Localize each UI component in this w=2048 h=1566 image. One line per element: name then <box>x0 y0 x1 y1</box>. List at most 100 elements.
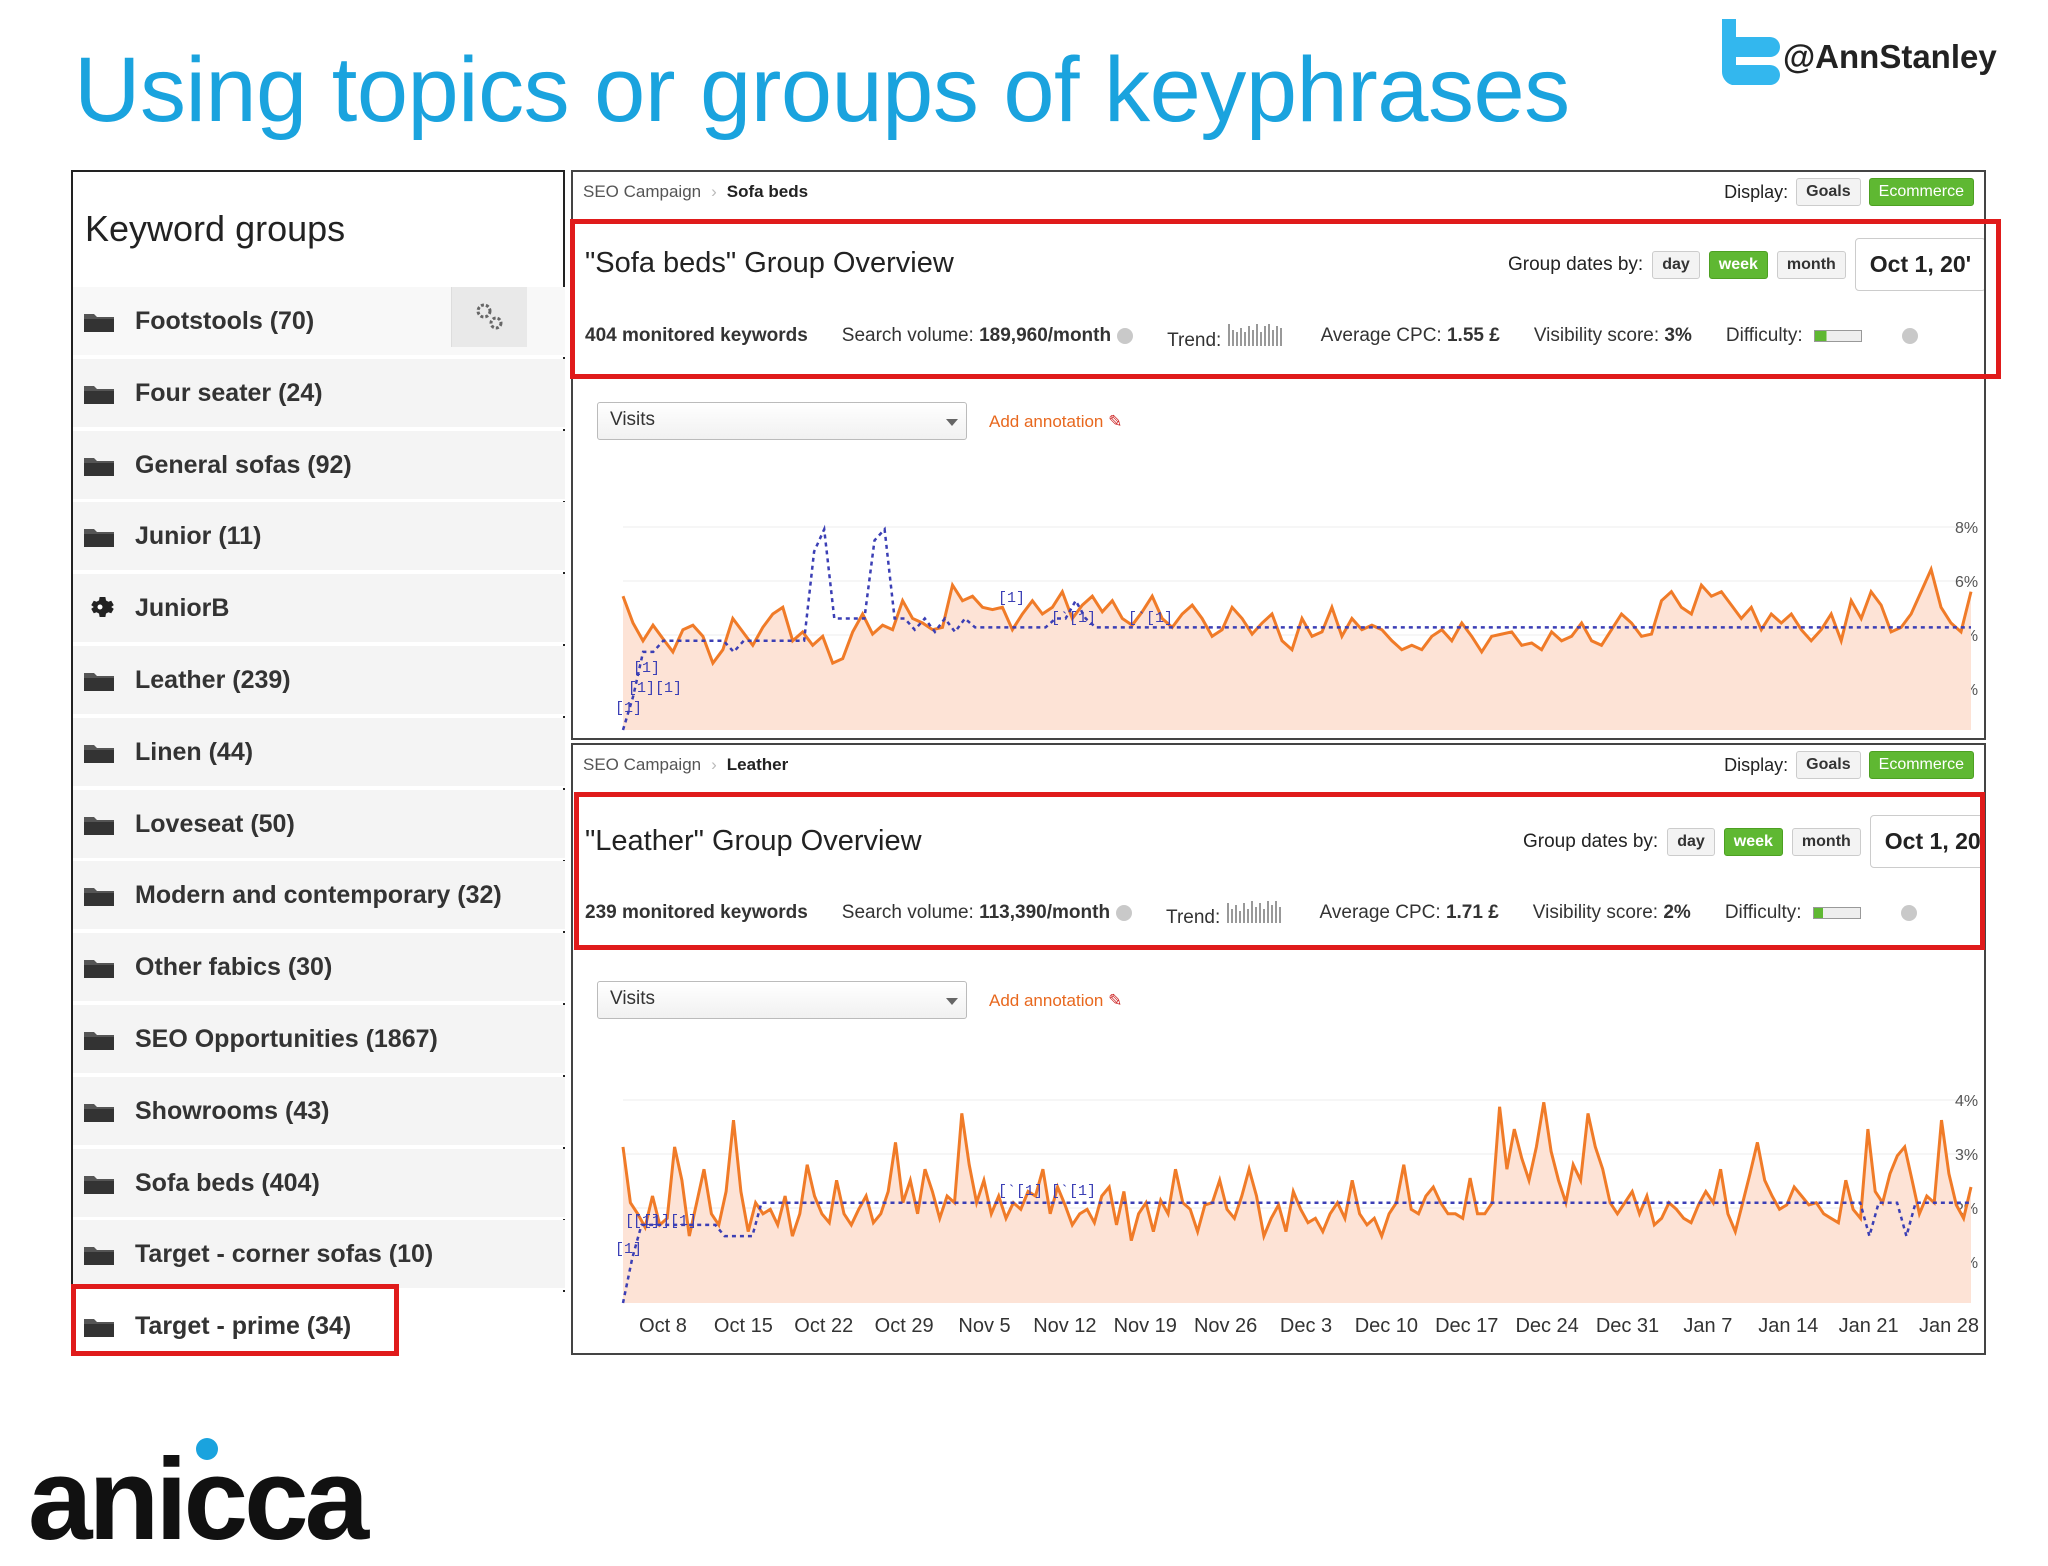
chart-annotation-marker[interactable]: [`[1] <box>1051 1183 1096 1200</box>
x-tick-label: Dec 10 <box>1354 1315 1419 1337</box>
info-icon[interactable] <box>1116 904 1133 921</box>
keyword-group-item[interactable]: Four seater (24) <box>73 358 565 429</box>
keyword-group-label: Sofa beds (404) <box>135 1168 320 1197</box>
add-annotation-link[interactable]: Add annotation ✎ <box>989 991 1122 1011</box>
keyword-group-item[interactable]: Junior (11) <box>73 502 565 573</box>
breadcrumb-group: Sofa beds <box>726 182 809 201</box>
gears-icon <box>476 303 503 330</box>
chart-annotation-marker[interactable]: [1] <box>633 1213 660 1230</box>
metric-select[interactable]: Visits <box>597 402 967 440</box>
chart-annotation-marker[interactable]: [1] <box>615 1241 642 1258</box>
keyword-group-item[interactable]: Showrooms (43) <box>73 1076 565 1147</box>
chart-annotation-marker[interactable]: [`[1][1] <box>625 1213 697 1230</box>
chart-annotation-marker[interactable]: [1][1] <box>628 680 682 697</box>
keyword-group-item[interactable]: Target - corner sofas (10) <box>73 1220 565 1291</box>
breadcrumb-campaign[interactable]: SEO Campaign <box>583 182 702 201</box>
week-button[interactable]: week <box>1723 827 1783 856</box>
keyword-group-item[interactable]: Other fabics (30) <box>73 933 565 1004</box>
keyword-group-label: Four seater (24) <box>135 378 323 407</box>
search-volume: 113,390/month <box>979 902 1111 923</box>
keyword-group-label: Footstools (70) <box>135 307 315 335</box>
month-button[interactable]: month <box>1791 827 1861 856</box>
group-dates-label: Group dates by: <box>1523 830 1659 852</box>
visibility-score: 3% <box>1664 325 1692 346</box>
info-icon[interactable] <box>1901 327 1918 344</box>
chevron-down-icon <box>946 419 958 426</box>
chart-annotation-marker[interactable]: [1] <box>615 700 642 717</box>
difficulty-label: Difficulty: <box>1725 325 1803 346</box>
month-button[interactable]: month <box>1776 250 1846 279</box>
date-picker[interactable]: Oct 1, 20 <box>1869 815 1984 868</box>
y-tick-label: 8% <box>1955 520 1978 537</box>
day-button[interactable]: day <box>1667 827 1715 856</box>
keyword-group-label: Junior (11) <box>135 522 262 551</box>
ecommerce-button[interactable]: Ecommerce <box>1868 178 1974 206</box>
chart-annotation-marker[interactable]: [`[1] <box>1051 610 1096 627</box>
week-button[interactable]: week <box>1708 250 1768 279</box>
keyword-groups-title: Keyword groups <box>85 208 346 249</box>
ecommerce-button[interactable]: Ecommerce <box>1868 751 1974 779</box>
folder-icon <box>84 529 114 548</box>
group-dates-controls: Group dates by: day week month Oct 1, 20 <box>1523 815 1984 868</box>
x-tick-label: Nov 19 <box>1113 1315 1177 1337</box>
keyword-group-label: Leather (239) <box>135 666 291 694</box>
info-icon[interactable] <box>1900 904 1917 921</box>
keyword-group-item[interactable]: Loveseat (50) <box>73 789 565 860</box>
y-tick-label: 4% <box>1955 1093 1978 1110</box>
keyword-group-label: Target - corner sofas (10) <box>135 1240 434 1269</box>
folder-icon <box>84 1247 114 1266</box>
trend-label: Trend: <box>1166 907 1221 928</box>
series-area <box>623 569 1971 730</box>
monitored-keywords: 404 monitored keywords <box>585 325 808 346</box>
keyword-group-item[interactable]: Modern and contemporary (32) <box>73 861 565 932</box>
logo-dot <box>196 1438 218 1460</box>
breadcrumb-campaign[interactable]: SEO Campaign <box>583 755 702 774</box>
metric-select-value: Visits <box>610 988 656 1009</box>
x-axis-labels: Oct 8 Oct 15 Oct 22 Oct 29 Nov 5 Nov 12 Nov 19… <box>571 1315 1986 1345</box>
group-stats: 239 monitored keywords Search volume: 11… <box>585 897 1917 929</box>
group-stats: 404 monitored keywords Search volume: 18… <box>585 320 1918 352</box>
pencil-icon: ✎ <box>1108 412 1123 431</box>
difficulty-label: Difficulty: <box>1724 902 1802 923</box>
x-tick-label: Dec 24 <box>1515 1315 1579 1337</box>
chart-annotation-marker[interactable]: [1] <box>998 590 1025 607</box>
day-button[interactable]: day <box>1652 250 1700 279</box>
keyword-group-item[interactable]: JuniorB <box>73 574 565 645</box>
settings-button[interactable] <box>451 287 527 347</box>
search-volume: 189,960/month <box>979 325 1112 346</box>
visibility-label: Visibility score: <box>1532 902 1659 923</box>
info-icon[interactable] <box>1117 327 1134 344</box>
goals-button[interactable]: Goals <box>1796 178 1861 206</box>
keyword-groups-panel: Keyword groups Footstools (70) Four seate… <box>71 170 565 1363</box>
keyword-group-item[interactable]: SEO Opportunities (1867) <box>73 1005 565 1075</box>
keyword-group-label: Target - prime (34) <box>135 1312 352 1341</box>
x-tick-label: Oct 15 <box>713 1315 773 1337</box>
x-tick-label: Oct 22 <box>794 1315 854 1337</box>
chart-annotation-marker[interactable]: [`[1] <box>998 1183 1043 1200</box>
metric-select[interactable]: Visits <box>597 981 967 1019</box>
average-cpc: 1.55 £ <box>1446 325 1500 346</box>
x-tick-label: Nov 5 <box>958 1315 1011 1337</box>
series-line-visits <box>621 1102 1973 1242</box>
add-annotation-label: Add annotation <box>989 412 1104 431</box>
folder-icon <box>84 960 114 979</box>
twitter-bird-icon <box>1721 19 1780 85</box>
add-annotation-label: Add annotation <box>989 991 1104 1010</box>
chevron-down-icon <box>946 998 958 1005</box>
keyword-group-item[interactable]: Footstools (70) <box>73 287 565 357</box>
x-tick-label: Jan 28 <box>1918 1315 1980 1337</box>
keyword-group-item[interactable]: Leather (239) <box>73 646 565 716</box>
keyword-group-item[interactable]: Linen (44) <box>73 717 565 788</box>
keyword-group-label: Modern and contemporary (32) <box>135 881 502 910</box>
add-annotation-link[interactable]: Add annotation ✎ <box>989 412 1122 432</box>
keyword-group-item[interactable]: Sofa beds (404) <box>73 1148 565 1219</box>
keyword-group-item[interactable]: General sofas (92) <box>73 430 565 501</box>
series-line-visits <box>621 564 1973 667</box>
chart-annotation-marker[interactable]: [1] <box>633 660 660 677</box>
chart-annotation-marker[interactable]: [`[1] <box>1128 610 1173 627</box>
metric-select-value: Visits <box>610 409 656 430</box>
date-picker[interactable]: Oct 1, 20' <box>1854 238 1984 291</box>
keyword-group-item[interactable]: Target - prime (34) <box>73 1292 565 1363</box>
pencil-icon: ✎ <box>1108 991 1123 1010</box>
goals-button[interactable]: Goals <box>1796 751 1861 779</box>
